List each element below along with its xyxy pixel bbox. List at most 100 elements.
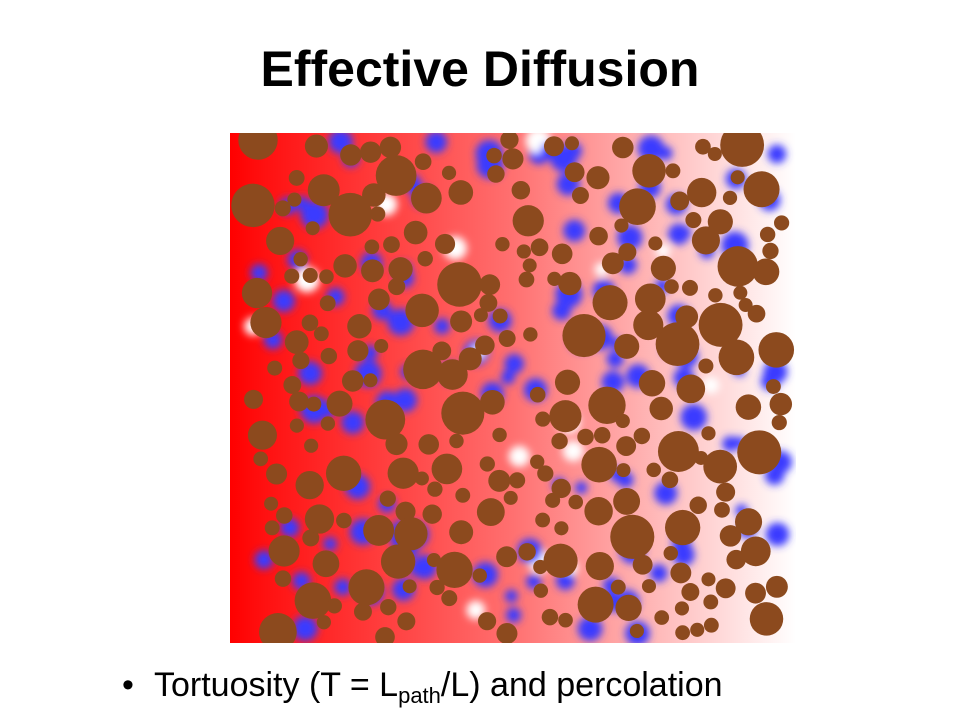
pore bbox=[341, 411, 365, 434]
grain bbox=[614, 218, 629, 233]
grain bbox=[737, 430, 782, 475]
grain bbox=[676, 374, 706, 404]
grain bbox=[500, 133, 519, 149]
pore bbox=[272, 289, 295, 312]
grain bbox=[619, 188, 656, 225]
grain bbox=[610, 514, 655, 559]
grain bbox=[577, 586, 614, 623]
grain bbox=[535, 411, 551, 427]
grain bbox=[380, 544, 416, 579]
grain bbox=[347, 340, 369, 362]
grain bbox=[633, 427, 651, 445]
grain bbox=[518, 543, 536, 561]
grain bbox=[759, 226, 776, 243]
pore bbox=[323, 537, 337, 551]
grain bbox=[638, 370, 666, 397]
grain bbox=[543, 543, 578, 578]
grain bbox=[496, 546, 518, 568]
grain bbox=[287, 192, 302, 207]
grain bbox=[616, 463, 631, 478]
grain bbox=[568, 494, 584, 510]
grain bbox=[593, 427, 611, 444]
grain bbox=[385, 432, 408, 456]
pore bbox=[505, 607, 522, 623]
grain bbox=[326, 390, 353, 417]
grain bbox=[533, 583, 549, 598]
grain bbox=[549, 400, 582, 433]
grain bbox=[701, 572, 716, 587]
pore bbox=[563, 219, 586, 242]
grain bbox=[690, 622, 705, 637]
grain bbox=[347, 314, 372, 339]
grain bbox=[455, 487, 471, 503]
grain bbox=[703, 594, 719, 610]
grain bbox=[264, 520, 280, 536]
grain bbox=[363, 373, 378, 388]
grain bbox=[649, 396, 673, 421]
grain bbox=[426, 553, 441, 568]
grain bbox=[276, 507, 293, 524]
grain bbox=[450, 310, 473, 333]
grain bbox=[388, 277, 406, 296]
grain bbox=[429, 579, 445, 596]
pore bbox=[508, 445, 530, 467]
grain bbox=[449, 433, 464, 449]
grain bbox=[529, 386, 546, 403]
grain bbox=[414, 153, 432, 171]
pore bbox=[254, 550, 274, 570]
grain bbox=[295, 470, 324, 500]
grain bbox=[535, 512, 551, 528]
grain bbox=[289, 391, 309, 412]
bullet-text: /L) and percolation bbox=[440, 666, 723, 704]
grain bbox=[670, 191, 690, 211]
grain bbox=[259, 613, 297, 643]
grain bbox=[348, 569, 385, 606]
grain bbox=[301, 314, 319, 332]
grain bbox=[774, 215, 790, 231]
grain bbox=[253, 451, 269, 467]
pore bbox=[672, 543, 695, 566]
grain bbox=[498, 330, 516, 347]
grain bbox=[365, 399, 406, 440]
grain bbox=[632, 554, 653, 575]
grain bbox=[740, 536, 771, 567]
grain bbox=[492, 427, 507, 443]
bullet-text: Tortuosity (T = L bbox=[154, 666, 399, 704]
grain bbox=[266, 226, 295, 256]
grain bbox=[648, 236, 663, 251]
grain bbox=[650, 255, 676, 281]
grain bbox=[665, 163, 681, 179]
grain bbox=[289, 418, 304, 433]
grain bbox=[726, 549, 746, 570]
grain bbox=[581, 446, 617, 483]
grain bbox=[294, 582, 332, 619]
grain bbox=[670, 562, 692, 584]
grain bbox=[562, 313, 606, 358]
grain bbox=[449, 520, 474, 545]
grain bbox=[492, 308, 508, 324]
slide-title: Effective Diffusion bbox=[260, 41, 700, 97]
grain bbox=[427, 481, 443, 497]
grain bbox=[615, 413, 630, 429]
grain bbox=[325, 455, 362, 492]
grain bbox=[745, 582, 766, 604]
diffusion-illustration bbox=[230, 133, 796, 643]
grain bbox=[629, 623, 644, 639]
pore bbox=[649, 564, 668, 583]
grain bbox=[480, 389, 505, 415]
grain bbox=[475, 335, 495, 356]
grain bbox=[397, 612, 416, 631]
grain bbox=[543, 136, 564, 157]
grain bbox=[418, 434, 440, 455]
grain bbox=[601, 252, 624, 275]
grain bbox=[530, 238, 549, 257]
grain bbox=[730, 170, 745, 185]
grain bbox=[610, 579, 626, 595]
grain bbox=[738, 298, 753, 313]
grain bbox=[313, 326, 329, 342]
grain bbox=[448, 180, 474, 205]
grain bbox=[743, 171, 780, 208]
grain bbox=[375, 627, 395, 643]
grain bbox=[247, 420, 277, 450]
